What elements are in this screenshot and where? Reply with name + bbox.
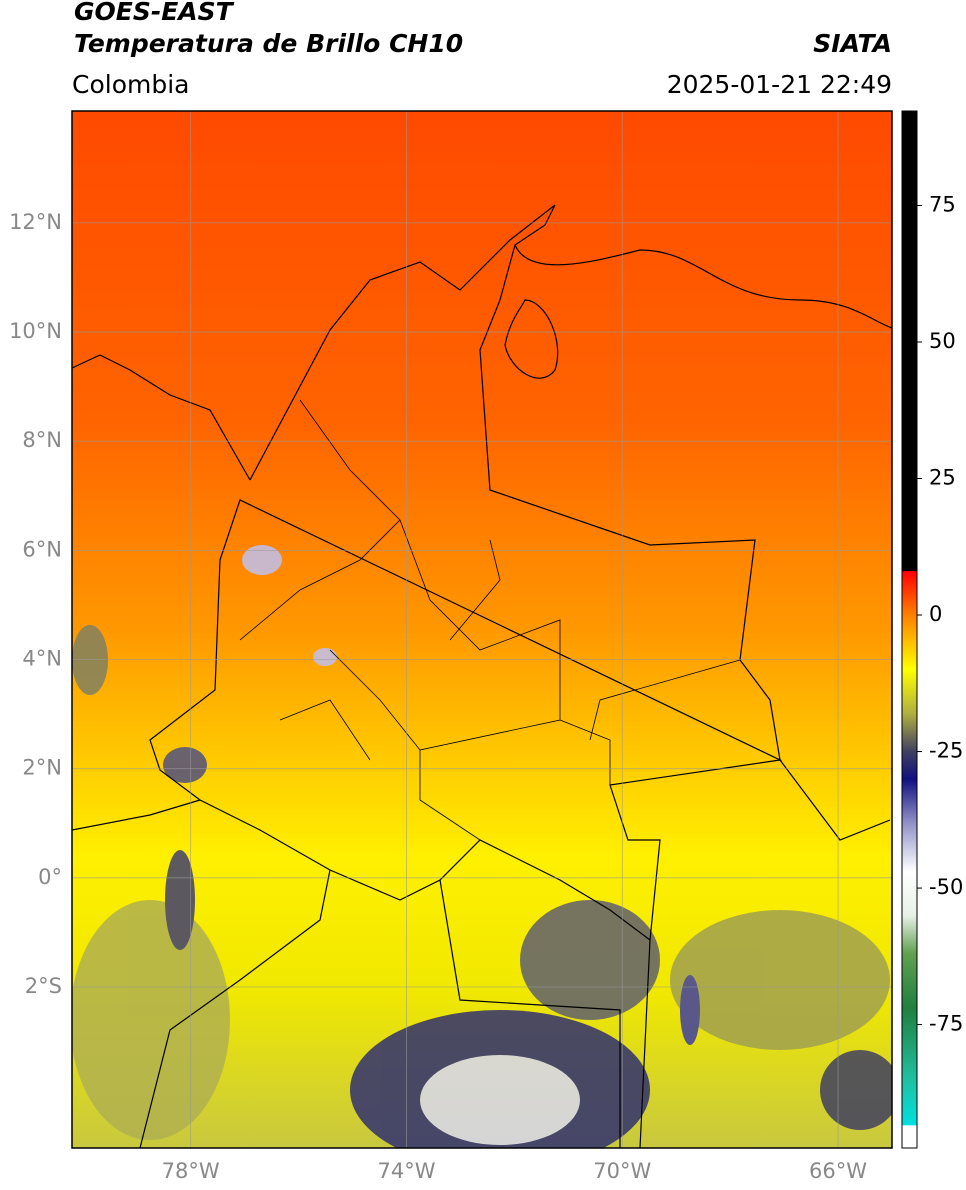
y-tick-label: 10°N <box>9 319 62 343</box>
y-tick-label: 8°N <box>22 428 62 452</box>
map-frame <box>71 110 893 1149</box>
x-tick-label: 70°W <box>593 1159 651 1183</box>
colorbar: 75 50 25 0 -25 -50 -75 <box>901 110 963 1149</box>
grid <box>72 111 892 1148</box>
colorbar-tick-label: -50 <box>929 875 963 899</box>
x-tick-label: 78°W <box>162 1159 220 1183</box>
x-tick-label: 66°W <box>809 1159 867 1183</box>
colorbar-tick-label: 0 <box>929 602 942 626</box>
venezuela-coast <box>514 244 892 329</box>
colorbar-tick-label: 50 <box>929 329 956 353</box>
colombia-border <box>149 204 891 942</box>
agency: SIATA <box>813 29 892 58</box>
y-tick-label: 6°N <box>22 537 62 561</box>
ecuador-peru <box>72 799 651 1148</box>
title: GOES-EAST <box>74 0 235 26</box>
y-tick-label: 2°N <box>22 756 62 780</box>
colorbar-scale <box>901 110 918 1149</box>
colorbar-tick-label: 25 <box>929 466 956 490</box>
subtitle: Temperatura de Brillo CH10 <box>74 29 463 58</box>
colorbar-tick-label: -75 <box>929 1012 963 1036</box>
maracaibo-lake <box>504 299 559 379</box>
region: Colombia <box>72 70 189 99</box>
datetime: 2025-01-21 22:49 <box>667 70 892 99</box>
y-tick-label: 2°S <box>25 974 62 998</box>
departments <box>239 399 741 841</box>
colorbar-tick-label: 75 <box>929 192 956 216</box>
panama <box>72 354 251 481</box>
colorbar-tick-label: -25 <box>929 739 963 763</box>
x-tick-label: 74°W <box>377 1159 435 1183</box>
y-tick-label: 0° <box>38 865 62 889</box>
y-tick-label: 4°N <box>22 647 62 671</box>
map-image <box>72 111 892 1148</box>
y-tick-label: 12°N <box>9 210 62 234</box>
